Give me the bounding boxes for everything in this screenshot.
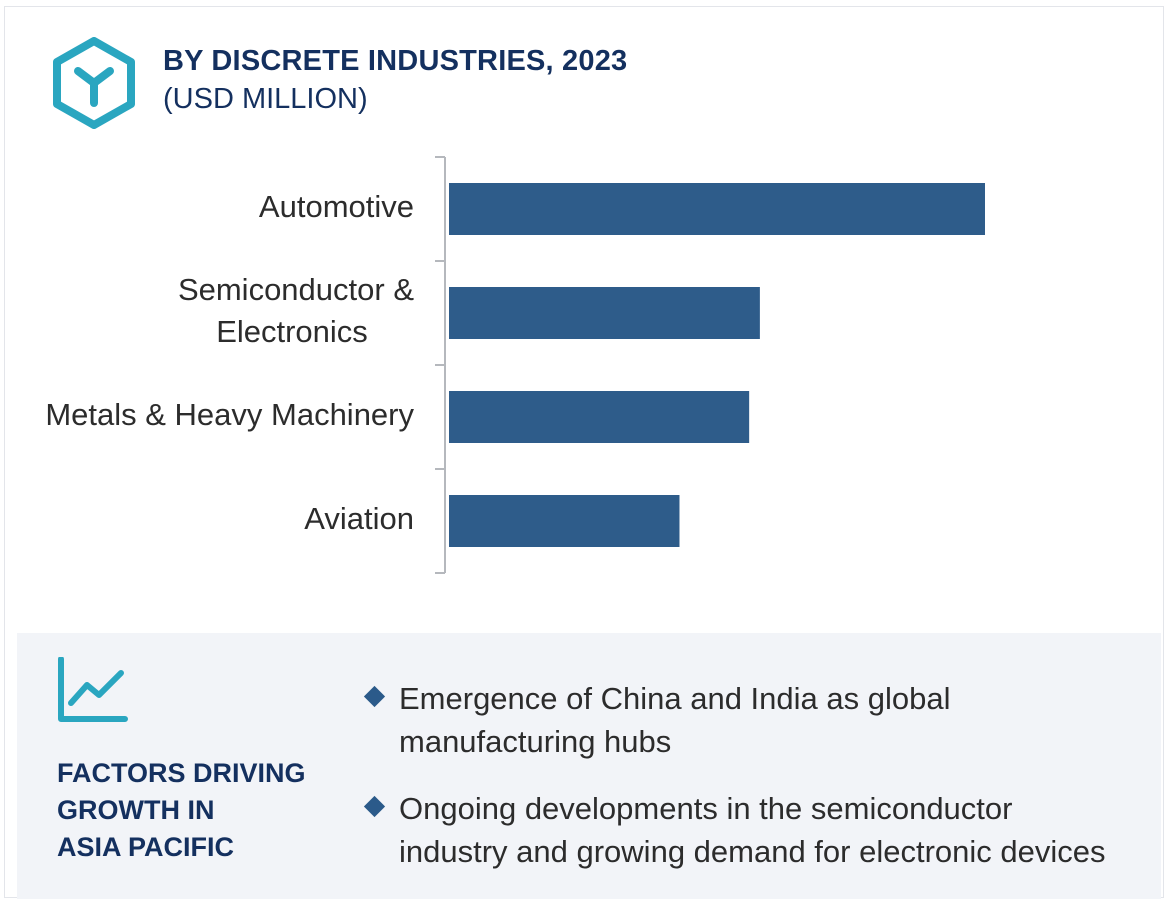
trend-line-icon [58, 657, 128, 722]
chart-title: BY DISCRETE INDUSTRIES, 2023 [163, 45, 628, 77]
factors-title-line: ASIA PACIFIC [57, 832, 235, 862]
factors-title-line: FACTORS DRIVING [57, 758, 306, 788]
factor-text-line: Emergence of China and India as global [399, 681, 951, 716]
category-label: Automotive [259, 189, 414, 224]
factor-item: Emergence of China and India as global m… [363, 677, 1153, 763]
chart-subtitle: (USD MILLION) [163, 83, 368, 115]
factor-text: Emergence of China and India as global m… [399, 677, 1153, 763]
factor-text: Ongoing developments in the semiconducto… [399, 787, 1153, 873]
factor-text-line: industry and growing demand for electron… [399, 834, 1106, 869]
bar [449, 183, 985, 235]
category-label: Electronics [216, 314, 368, 349]
factors-list: Emergence of China and India as global m… [363, 677, 1153, 897]
infographic-card: BY DISCRETE INDUSTRIES, 2023 (USD MILLIO… [4, 6, 1164, 899]
category-label: Metals & Heavy Machinery [45, 397, 414, 432]
bar [449, 495, 680, 547]
bar [449, 391, 750, 443]
factor-item: Ongoing developments in the semiconducto… [363, 787, 1153, 873]
factor-text-line: Ongoing developments in the semiconducto… [399, 791, 1013, 826]
diamond-bullet-icon [363, 795, 386, 818]
hexagon-y-logo-icon [53, 37, 135, 129]
category-label: Semiconductor & [178, 272, 414, 307]
factors-title-line: GROWTH IN [57, 795, 215, 825]
factors-title: FACTORS DRIVING GROWTH IN ASIA PACIFIC [57, 755, 306, 866]
diamond-bullet-icon [363, 685, 386, 708]
factor-text-line: manufacturing hubs [399, 724, 672, 759]
factors-panel: FACTORS DRIVING GROWTH IN ASIA PACIFIC E… [17, 633, 1161, 899]
bar-chart: Automotive Semiconductor & Electronics Meta… [45, 156, 985, 574]
bar [449, 287, 760, 339]
category-label: Aviation [304, 501, 414, 536]
